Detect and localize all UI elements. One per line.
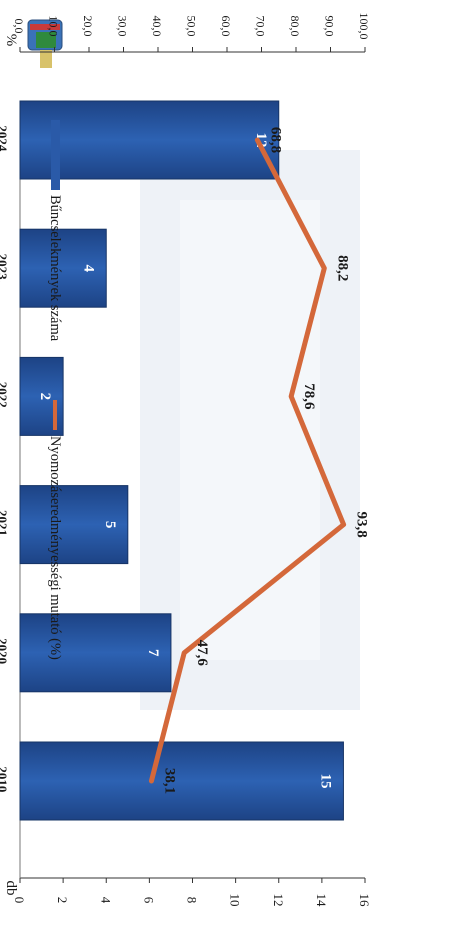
right-axis-tick-label: 60,0: [219, 16, 233, 37]
legend: Bűncselekmények száma Nyomozáseredményes…: [47, 120, 63, 660]
bar-value-label: 15: [317, 774, 333, 789]
line-value-label: 88,2: [334, 255, 350, 281]
bar: [19, 485, 129, 565]
category-label: 2021.: [0, 510, 10, 539]
left-axis-tick-label: 16: [357, 894, 372, 908]
left-axis-tick-label: 6: [141, 897, 156, 904]
bar: [19, 356, 64, 436]
right-axis-tick-label: 30,0: [116, 16, 130, 37]
bar-value-label: 2: [37, 393, 53, 401]
category-axis: 2010. 2020. 2021. 2022. 2023. 2024.: [0, 125, 10, 795]
legend-bar-label: Bűncselekmények száma: [47, 195, 63, 342]
left-axis-tick-label: 0: [12, 897, 27, 904]
left-axis-tick-label: 2: [55, 897, 70, 904]
right-axis-tick-label: 80,0: [288, 16, 302, 37]
left-axis-tick-label: 8: [185, 897, 200, 904]
rotated-chart-group: 0 2 4 6 8 10 12 14 16 0,0 10,0 20,0 30,0 40,0 50,0 60,…: [0, 13, 372, 908]
left-axis-tick-label: 4: [98, 897, 113, 904]
right-axis-tick-label: 90,0: [323, 16, 337, 37]
line-series: 38,1 47,6 93,8 78,6 88,2 68,8: [148, 127, 370, 794]
bar-value-label: 5: [102, 521, 118, 529]
right-axis-tick-label: 100,0: [357, 13, 371, 40]
line-value-label: 38,1: [161, 768, 177, 794]
category-label: 2022.: [0, 382, 10, 411]
police-crest-logo: [27, 19, 63, 68]
right-axis-tick-label: 70,0: [254, 16, 268, 37]
left-axis-unit: db: [3, 881, 19, 896]
left-axis-tick-label: 12: [271, 894, 286, 907]
line-path: [148, 137, 347, 784]
right-axis-tick-label: 10,0: [47, 16, 61, 37]
bar-value-label: 7: [145, 649, 161, 657]
right-axis-tick-label: 20,0: [81, 16, 95, 37]
left-axis: 0 2 4 6 8 10 12 14 16: [12, 877, 372, 908]
right-axis-tick-label: 50,0: [185, 16, 199, 37]
line-value-label: 93,8: [354, 511, 370, 537]
bar: [19, 741, 344, 821]
left-axis-tick-label: 10: [228, 894, 243, 907]
category-label: 2024.: [0, 125, 10, 154]
line-value-label: 68,8: [267, 127, 283, 153]
category-label: 2023.: [0, 254, 10, 283]
right-axis-tick-label: 40,0: [150, 16, 164, 37]
line-value-label: 47,6: [194, 640, 210, 667]
left-axis-tick-label: 14: [314, 894, 329, 908]
right-axis-tick-label: 0,0: [12, 19, 26, 34]
category-label: 2010.: [0, 766, 10, 795]
line-value-label: 78,6: [301, 383, 317, 410]
bar-value-label: 4: [80, 264, 96, 272]
legend-bar-swatch: [51, 120, 60, 190]
bar: [19, 100, 280, 180]
bar: [19, 613, 172, 693]
background-watermark: [140, 150, 360, 710]
bar: [19, 228, 107, 308]
category-label: 2020.: [0, 638, 10, 667]
legend-line-label: Nyomozáseredményességi mutató (%): [47, 436, 63, 660]
right-axis-unit: %: [3, 34, 19, 47]
